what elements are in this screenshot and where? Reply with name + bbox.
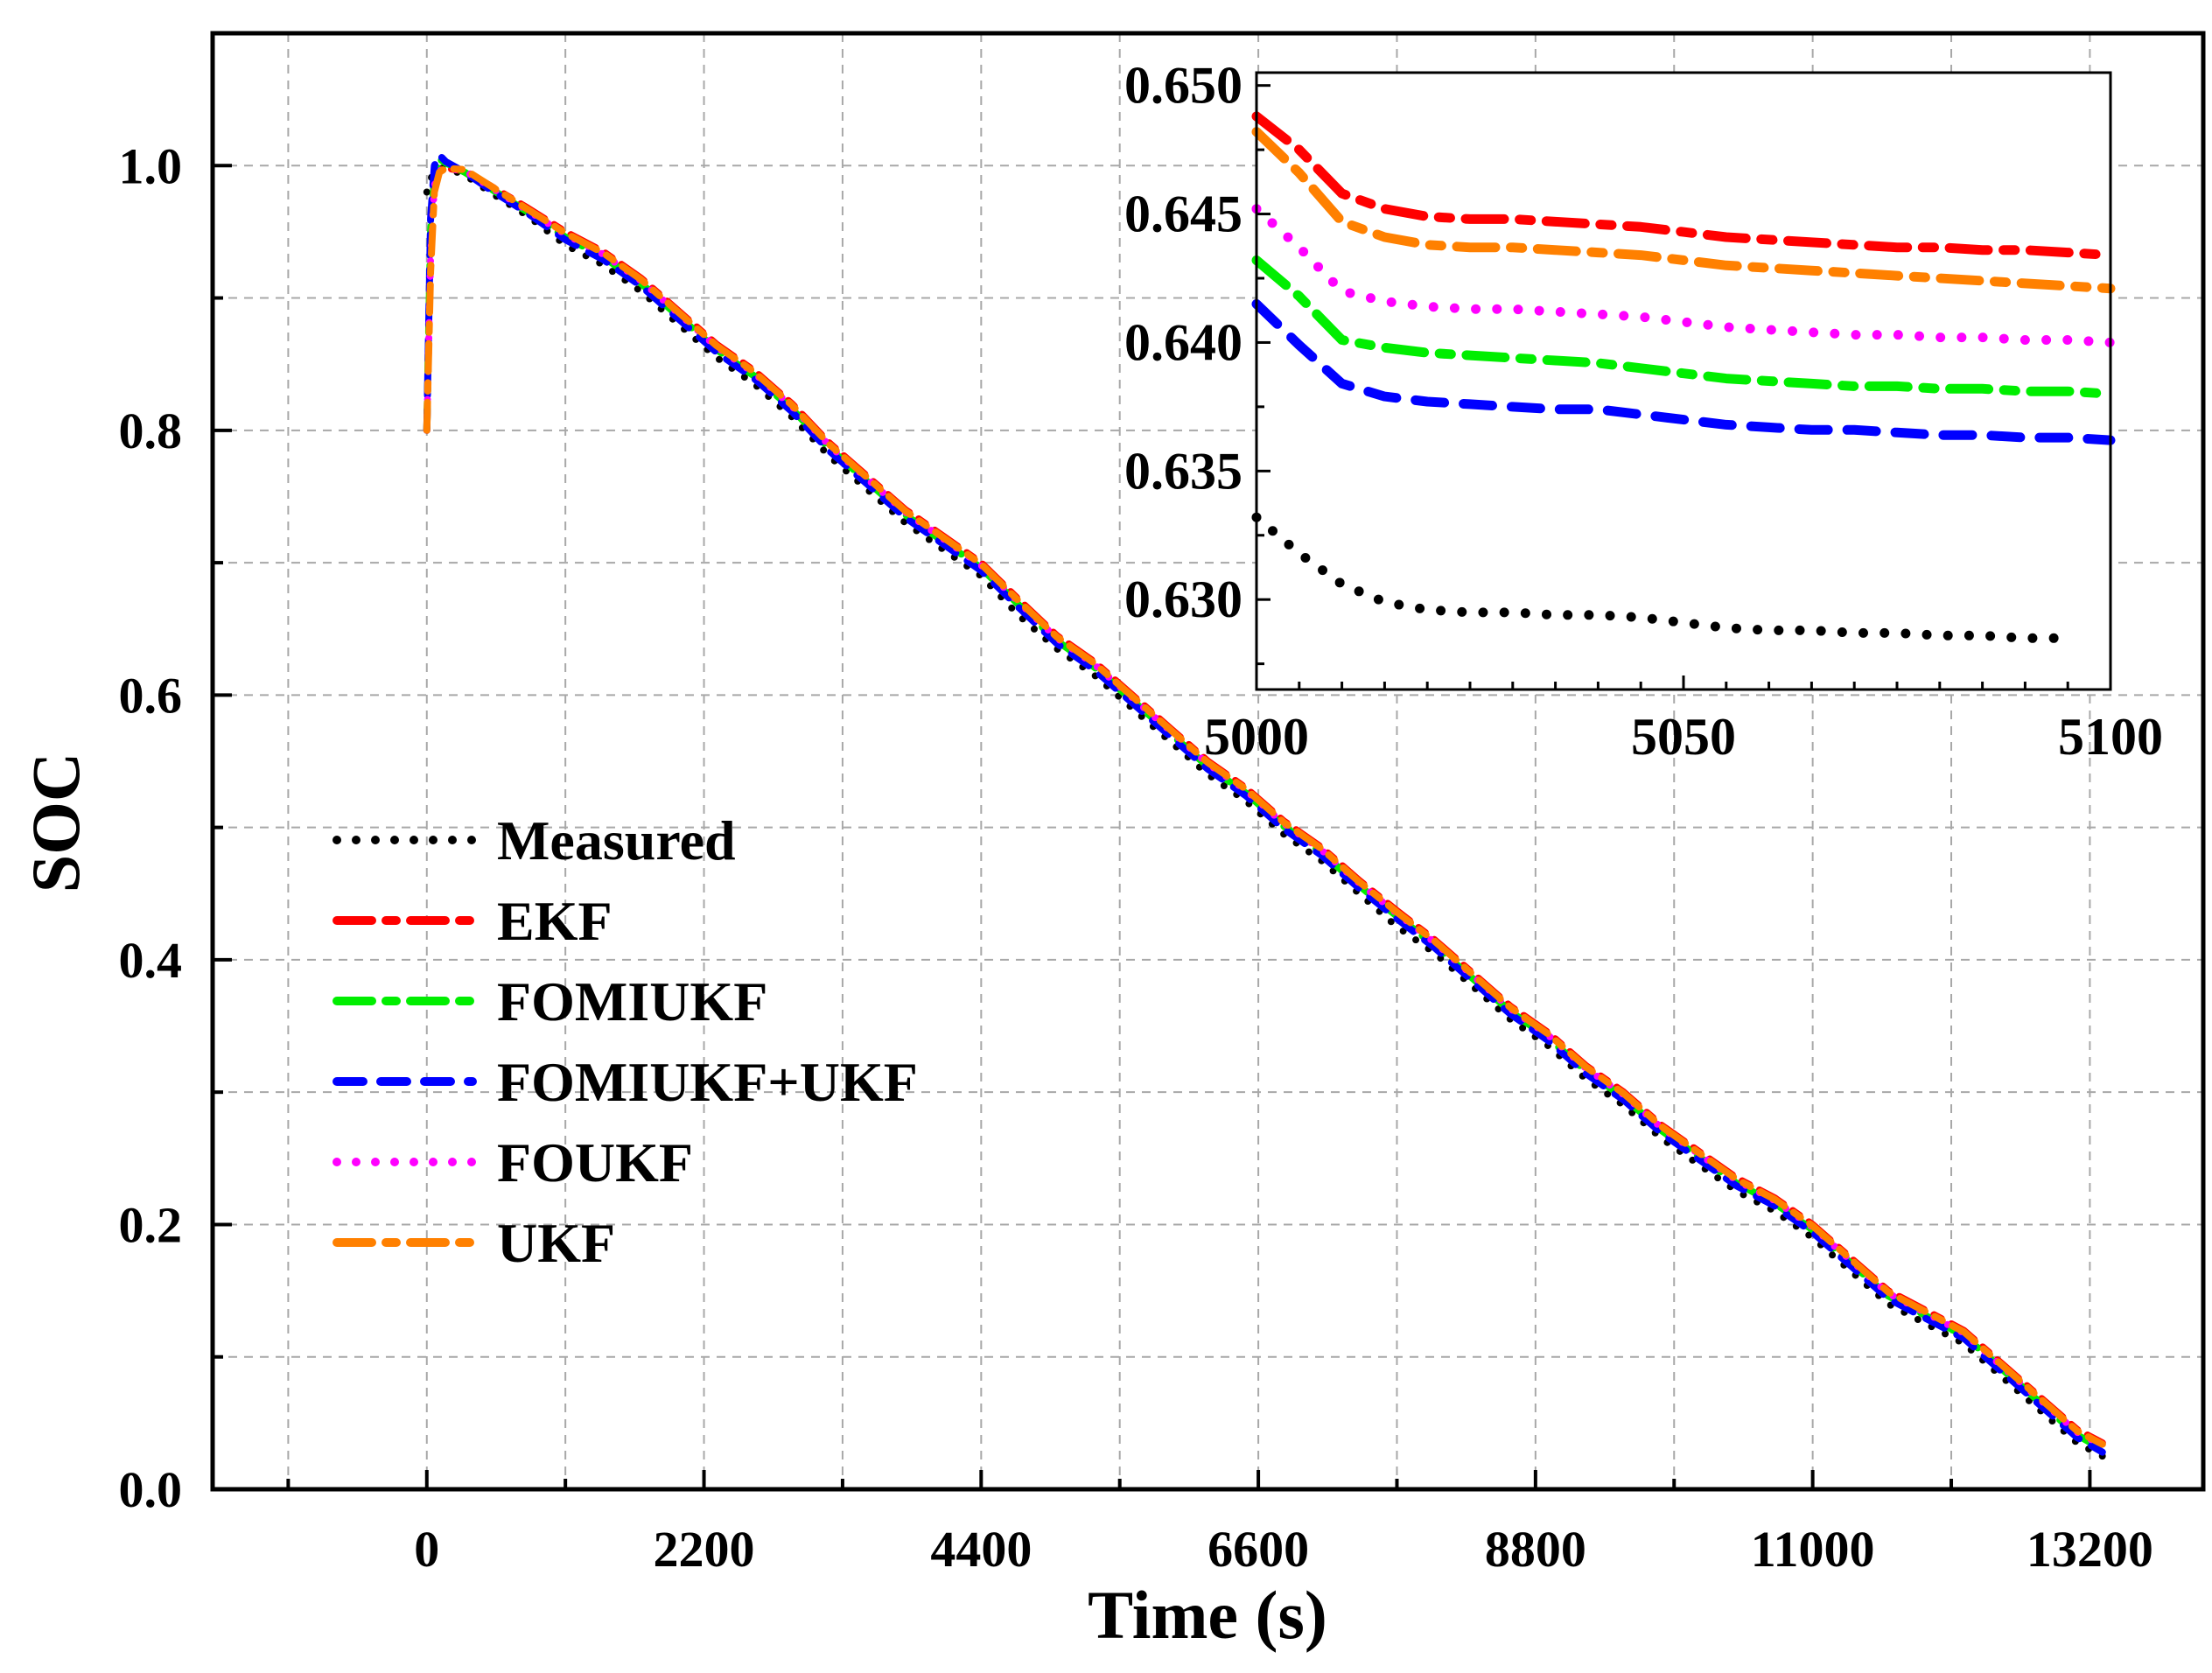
inset-x-tick-label: 5100	[2058, 708, 2163, 766]
series-line-ukf	[423, 164, 2106, 1448]
inset-y-tick-label: 0.645	[1124, 186, 1242, 243]
inset-series-line-ukf	[1251, 127, 2116, 294]
x-tick-label: 2200	[654, 1521, 755, 1578]
main-axis-ticks: 0 2200 4400 6600 8800 11000 13200 0.0 0.2 0.4 0.6 0…	[119, 32, 2153, 1578]
inset-series-line-foukf	[1251, 204, 2116, 347]
legend: Measured EKF FOMIUKF FOMIUKF+UKF FOUKF UKF	[332, 809, 918, 1274]
inset-series-line-ekf	[1251, 111, 2116, 261]
inset-y-tick-label: 0.650	[1124, 57, 1242, 115]
inset-background	[1256, 73, 2110, 690]
inset-series	[1251, 111, 2116, 643]
inset-y-tick-label: 0.630	[1124, 570, 1242, 628]
x-tick-label: 0	[414, 1521, 439, 1578]
legend-label: EKF	[497, 890, 612, 952]
y-tick-label: 1.0	[119, 137, 183, 194]
x-tick-label: 6600	[1208, 1521, 1309, 1578]
inset-y-tick-label: 0.640	[1124, 313, 1242, 371]
legend-label: Measured	[497, 809, 736, 872]
y-tick-label: 0.4	[119, 932, 183, 989]
legend-label: FOMIUKF	[497, 970, 767, 1032]
y-tick-label: 0.0	[119, 1461, 183, 1518]
inset-x-tick-label: 5050	[1631, 708, 1736, 766]
legend-label: FOMIUKF+UKF	[497, 1051, 918, 1113]
x-tick-label: 11000	[1751, 1521, 1875, 1578]
inset-axis-ticks: 5000 5050 5100 0.630 0.635 0.640 0.645 0.650	[1124, 57, 2163, 766]
x-axis-title: Time (s)	[1088, 1577, 1327, 1653]
inset-x-tick-label: 5000	[1204, 708, 1309, 766]
y-tick-label: 0.6	[119, 667, 183, 724]
y-axis-title: SOC	[18, 752, 94, 892]
legend-label: FOUKF	[497, 1131, 693, 1194]
x-tick-label: 4400	[930, 1521, 1032, 1578]
y-tick-label: 0.8	[119, 402, 183, 459]
series-line-fomiukf-ukf	[423, 151, 2106, 1456]
main-plot-frame	[210, 31, 2206, 1492]
y-tick-label: 0.2	[119, 1196, 183, 1253]
series-line-measured	[423, 164, 2106, 1460]
x-tick-label: 8800	[1485, 1521, 1586, 1578]
inset-series-line-fomiukf	[1251, 255, 2116, 399]
inset-y-tick-label: 0.635	[1124, 442, 1242, 500]
legend-label: UKF	[497, 1212, 615, 1274]
inset-series-line-fomiukf-ukf	[1251, 298, 2116, 445]
x-tick-label: 13200	[2026, 1521, 2153, 1578]
main-series	[423, 151, 2106, 1460]
